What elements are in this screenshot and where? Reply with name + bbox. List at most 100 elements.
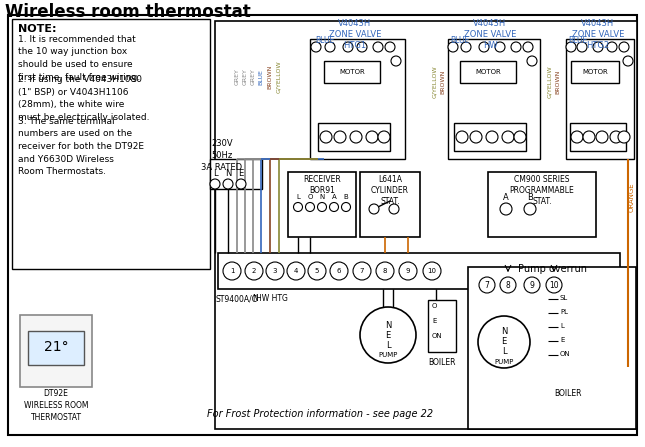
Circle shape (245, 262, 263, 280)
Bar (20, 315, 92, 387)
Text: BLUE: BLUE (315, 36, 334, 45)
Text: 2: 2 (252, 268, 256, 274)
Circle shape (514, 131, 526, 143)
Bar (570, 123, 626, 151)
Bar (310, 39, 405, 159)
Circle shape (546, 277, 562, 293)
Bar (468, 267, 636, 429)
Circle shape (353, 262, 371, 280)
Text: 3: 3 (273, 268, 277, 274)
Text: CM900 SERIES
PROGRAMMABLE
STAT.: CM900 SERIES PROGRAMMABLE STAT. (510, 175, 575, 206)
Bar (218, 253, 620, 289)
Text: 5: 5 (315, 268, 319, 274)
Bar (454, 123, 526, 151)
Text: 8: 8 (506, 281, 510, 290)
Circle shape (334, 131, 346, 143)
Circle shape (618, 131, 630, 143)
Text: A: A (503, 193, 509, 202)
Circle shape (423, 262, 441, 280)
Text: V4043H
ZONE VALVE
HW: V4043H ZONE VALVE HW (464, 19, 516, 50)
Text: 21°: 21° (44, 340, 68, 354)
Text: N: N (225, 169, 231, 178)
Circle shape (293, 202, 303, 211)
Circle shape (479, 42, 489, 52)
Text: PL: PL (560, 309, 568, 315)
Text: BROWN: BROWN (441, 70, 446, 94)
Circle shape (341, 202, 350, 211)
Circle shape (623, 56, 633, 66)
Text: 1: 1 (230, 268, 234, 274)
Text: V4043H
ZONE VALVE
HTG2: V4043H ZONE VALVE HTG2 (572, 19, 624, 50)
Text: ON: ON (432, 333, 442, 339)
Circle shape (330, 202, 339, 211)
Bar (571, 61, 619, 83)
Bar (12, 19, 210, 269)
Text: N: N (252, 294, 258, 303)
Text: E: E (432, 318, 437, 324)
Text: ON: ON (560, 351, 571, 357)
Circle shape (593, 42, 603, 52)
Circle shape (500, 203, 512, 215)
Circle shape (479, 277, 495, 293)
Circle shape (478, 316, 530, 368)
Text: G/YELLOW: G/YELLOW (277, 61, 281, 93)
Circle shape (461, 42, 471, 52)
Text: 9: 9 (406, 268, 410, 274)
Text: PUMP: PUMP (379, 352, 398, 358)
Circle shape (317, 202, 326, 211)
Text: ORANGE: ORANGE (629, 182, 635, 212)
Text: Pump overrun: Pump overrun (517, 264, 586, 274)
Circle shape (596, 131, 608, 143)
Text: MOTOR: MOTOR (582, 69, 608, 75)
Bar (566, 39, 634, 159)
Circle shape (366, 131, 378, 143)
Circle shape (524, 277, 540, 293)
Text: O: O (432, 303, 437, 309)
Circle shape (500, 277, 516, 293)
Text: GREY: GREY (243, 68, 248, 85)
Text: 1. It is recommended that
the 10 way junction box
should be used to ensure
first: 1. It is recommended that the 10 way jun… (18, 35, 140, 81)
Bar (215, 21, 637, 429)
Circle shape (378, 131, 390, 143)
Text: DT92E
WIRELESS ROOM
THERMOSTAT: DT92E WIRELESS ROOM THERMOSTAT (24, 389, 88, 422)
Text: N: N (385, 320, 391, 329)
Text: E: E (501, 337, 506, 346)
Text: 4: 4 (294, 268, 298, 274)
Text: 7: 7 (360, 268, 364, 274)
Text: GREY: GREY (250, 68, 255, 85)
Circle shape (287, 262, 305, 280)
Circle shape (527, 56, 537, 66)
Text: E: E (239, 169, 244, 178)
Text: ST9400A/C: ST9400A/C (215, 294, 257, 303)
Circle shape (320, 131, 332, 143)
Circle shape (607, 42, 617, 52)
Circle shape (373, 42, 383, 52)
Circle shape (486, 131, 498, 143)
Circle shape (385, 42, 395, 52)
Text: 3. The same terminal
numbers are used on the
receiver for both the DT92E
and Y66: 3. The same terminal numbers are used on… (18, 117, 144, 176)
Text: E: E (560, 337, 564, 343)
Bar (324, 61, 380, 83)
Text: NOTE:: NOTE: (18, 24, 57, 34)
Text: 10: 10 (428, 268, 437, 274)
Text: 10: 10 (549, 281, 559, 290)
Circle shape (448, 42, 458, 52)
Text: 7: 7 (484, 281, 490, 290)
Text: 2. If using the V4043H1080
(1" BSP) or V4043H1106
(28mm), the white wire
must be: 2. If using the V4043H1080 (1" BSP) or V… (18, 75, 150, 122)
Bar (318, 123, 390, 151)
Text: BROWN: BROWN (268, 65, 272, 89)
Circle shape (456, 131, 468, 143)
Text: For Frost Protection information - see page 22: For Frost Protection information - see p… (207, 409, 433, 419)
Circle shape (577, 42, 587, 52)
Circle shape (311, 42, 321, 52)
Text: L: L (296, 194, 300, 200)
Circle shape (399, 262, 417, 280)
Circle shape (495, 42, 505, 52)
Text: G/YELLOW: G/YELLOW (433, 66, 437, 98)
Text: GREY: GREY (235, 68, 239, 85)
Text: N: N (501, 328, 507, 337)
Text: BOILER: BOILER (428, 358, 456, 367)
Text: O: O (307, 194, 313, 200)
Bar (28, 331, 84, 365)
Circle shape (210, 179, 220, 189)
